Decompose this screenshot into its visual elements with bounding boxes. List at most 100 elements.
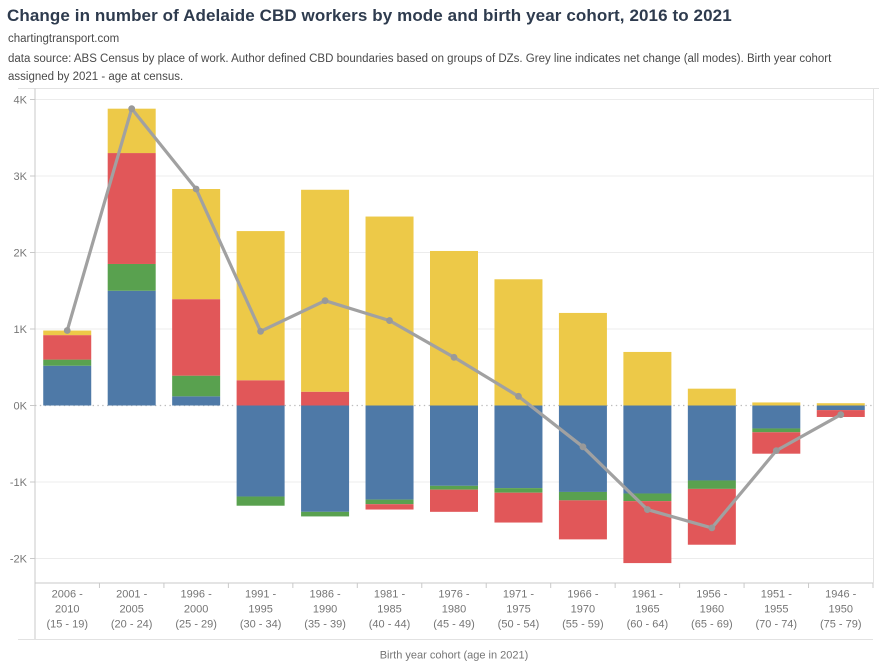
bar-segment-blue-mode-11 xyxy=(752,405,801,429)
bar-segment-blue-mode-5 xyxy=(365,405,414,500)
x-tick-label-line3-5: (40 - 44) xyxy=(369,619,411,631)
bar-segment-blue-mode-3 xyxy=(236,405,285,497)
bar-segment-green-mode-0 xyxy=(43,359,92,366)
bar-segment-blue-mode-1 xyxy=(107,290,156,406)
bar-segment-blue-mode-2 xyxy=(172,396,221,406)
net-change-point-7 xyxy=(515,392,522,400)
y-tick-label: -1K xyxy=(10,477,28,489)
bar-segment-red-mode-1 xyxy=(107,153,156,264)
x-tick-label-line3-2: (25 - 29) xyxy=(175,619,217,631)
net-change-point-12 xyxy=(837,411,845,419)
x-tick-label-line3-1: (20 - 24) xyxy=(111,619,153,631)
net-change-point-8 xyxy=(579,443,587,451)
x-tick-label-line3-9: (60 - 64) xyxy=(627,619,669,631)
x-tick-label-line2-2: 2000 xyxy=(184,604,208,616)
bar-segment-yellow-mode-6 xyxy=(430,250,478,406)
bar-segment-green-mode-2 xyxy=(172,375,221,397)
x-tick-label-line1-1: 2001 - xyxy=(116,589,148,601)
bar-segment-red-mode-8 xyxy=(558,500,607,540)
bar-segment-yellow-mode-5 xyxy=(365,216,414,406)
bar-segment-red-mode-0 xyxy=(43,335,92,360)
x-tick-label-line1-10: 1956 - xyxy=(696,589,728,601)
x-tick-label-line2-11: 1955 xyxy=(764,604,788,616)
bar-segment-red-mode-11 xyxy=(752,432,801,454)
chart-header: Change in number of Adelaide CBD workers… xyxy=(0,0,879,86)
bar-segment-green-mode-6 xyxy=(430,485,478,490)
x-tick-label-line1-6: 1976 - xyxy=(438,589,470,601)
net-change-point-3 xyxy=(257,327,265,335)
bar-segment-green-mode-7 xyxy=(494,488,543,493)
x-tick-label-line3-8: (55 - 59) xyxy=(562,619,604,631)
x-tick-label-line2-7: 1975 xyxy=(506,604,530,616)
y-tick-label: 0K xyxy=(14,401,28,413)
bar-segment-red-mode-5 xyxy=(365,504,414,510)
net-change-point-10 xyxy=(708,524,716,532)
x-tick-label-line2-1: 2005 xyxy=(119,604,143,616)
bar-segment-yellow-mode-7 xyxy=(494,279,543,406)
source-site-text: chartingtransport.com xyxy=(8,33,120,45)
bar-segment-yellow-mode-12 xyxy=(816,403,865,406)
net-change-point-6 xyxy=(450,353,458,361)
x-tick-label-line2-4: 1990 xyxy=(313,604,337,616)
bar-segment-yellow-mode-2 xyxy=(172,189,221,300)
x-tick-label-line1-5: 1981 - xyxy=(374,589,406,601)
y-tick-label: 3K xyxy=(14,171,28,183)
y-tick-label: 4K xyxy=(14,95,28,107)
x-tick-label-line1-8: 1966 - xyxy=(567,589,599,601)
net-change-point-4 xyxy=(321,297,329,305)
bar-segment-yellow-mode-3 xyxy=(236,231,285,381)
x-tick-label-line1-3: 1991 - xyxy=(245,589,277,601)
x-tick-label-line3-0: (15 - 19) xyxy=(46,619,88,631)
x-tick-label-line1-7: 1971 - xyxy=(503,589,535,601)
bar-segment-red-mode-10 xyxy=(687,488,736,545)
bar-segment-red-mode-6 xyxy=(430,489,478,512)
bar-segment-blue-mode-7 xyxy=(494,405,543,489)
x-tick-label-line2-0: 2010 xyxy=(55,604,79,616)
bar-segment-yellow-mode-8 xyxy=(558,312,607,406)
bar-segment-green-mode-4 xyxy=(301,511,350,517)
x-tick-label-line1-11: 1951 - xyxy=(761,589,793,601)
x-tick-label-line2-8: 1970 xyxy=(571,604,595,616)
x-tick-label-line2-6: 1980 xyxy=(442,604,466,616)
bar-segment-yellow-mode-10 xyxy=(687,388,736,406)
y-tick-label: -2K xyxy=(10,554,28,566)
bar-segment-red-mode-3 xyxy=(236,380,285,406)
bar-segment-green-mode-5 xyxy=(365,499,414,505)
y-tick-label: 1K xyxy=(14,324,28,336)
x-axis-title: Birth year cohort (age in 2021) xyxy=(380,650,529,662)
bar-segment-green-mode-1 xyxy=(107,263,156,291)
stacked-bar-chart: 4K 3K 2K 1K 0K -1K -2K 2006 - 2010 (15 - 19) 2001 … xyxy=(10,88,879,662)
bar-segment-red-mode-7 xyxy=(494,492,543,523)
bar-segment-yellow-mode-4 xyxy=(301,189,350,392)
x-tick-label-line1-9: 1961 - xyxy=(632,589,664,601)
x-tick-label-line1-2: 1996 - xyxy=(181,589,213,601)
bar-segment-green-mode-11 xyxy=(752,428,801,433)
x-tick-label-line1-12: 1946 - xyxy=(825,589,857,601)
net-change-point-0 xyxy=(63,327,71,334)
bar-segment-blue-mode-0 xyxy=(43,365,92,406)
x-tick-label-line2-9: 1965 xyxy=(635,604,659,616)
y-tick-label: 2K xyxy=(14,248,28,260)
x-tick-label-line2-12: 1950 xyxy=(829,604,853,616)
x-tick-label-line1-4: 1986 - xyxy=(309,589,341,601)
net-change-point-11 xyxy=(772,447,780,455)
x-tick-label-line3-10: (65 - 69) xyxy=(691,619,733,631)
x-tick-label-line3-12: (75 - 79) xyxy=(820,619,862,631)
x-tick-label-line3-4: (35 - 39) xyxy=(304,619,346,631)
x-tick-label-line2-3: 1995 xyxy=(248,604,272,616)
bar-segment-green-mode-8 xyxy=(558,491,607,501)
x-tick-label-line3-3: (30 - 34) xyxy=(240,619,282,631)
chart-area: 4K 3K 2K 1K 0K -1K -2K 2006 - 2010 (15 - 19) 2001 … xyxy=(0,88,879,670)
bar-segment-green-mode-10 xyxy=(687,480,736,489)
chart-title: Change in number of Adelaide CBD workers… xyxy=(7,6,732,25)
x-tick-label-line2-10: 1960 xyxy=(700,604,724,616)
bar-segment-yellow-mode-9 xyxy=(623,351,672,406)
bar-segment-yellow-mode-11 xyxy=(752,402,801,406)
x-tick-label-line3-6: (45 - 49) xyxy=(433,619,475,631)
bar-segment-blue-mode-12 xyxy=(816,405,865,411)
net-change-point-2 xyxy=(192,185,200,193)
x-tick-label-line3-7: (50 - 54) xyxy=(498,619,540,631)
bar-segment-blue-mode-4 xyxy=(301,405,350,512)
x-tick-label-line2-5: 1985 xyxy=(377,604,401,616)
